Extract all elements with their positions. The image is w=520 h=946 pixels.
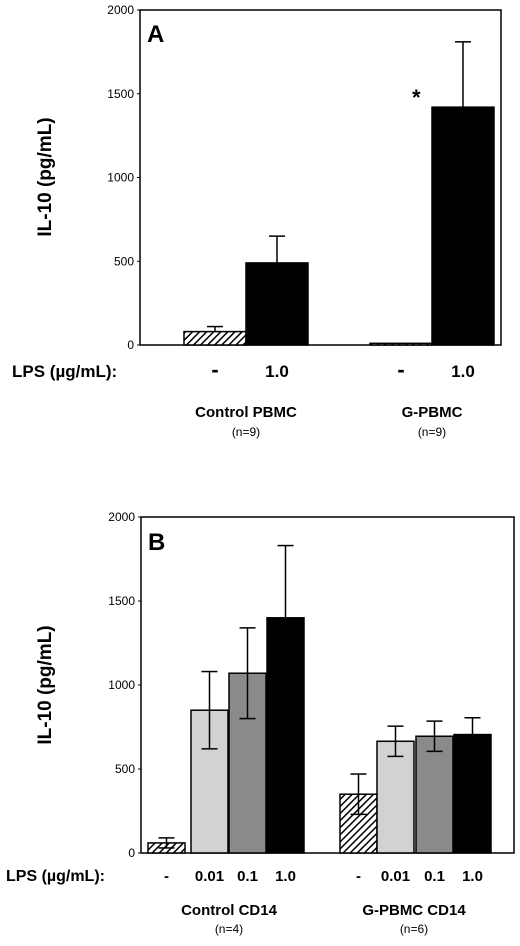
panel-b-y-tick-label: 1000 [108,678,135,692]
lps-condition-label: 0.1 [424,868,445,885]
group-label: Control CD14 [181,902,277,919]
lps-condition-label: 0.1 [237,868,258,885]
bar [453,733,492,854]
lps-condition-label: 0.01 [195,868,224,885]
lps-condition-label: 0.01 [381,868,410,885]
panel-b: B IL-10 (pg/mL) LPS (µg/mL): 0 500 1000 150… [6,510,515,936]
significance-marker: * [412,85,421,110]
panel-a-lps-label: LPS (µg/mL): [12,362,117,381]
panel-a-letter: A [147,21,164,48]
panel-a-y-axis-label: IL-10 (pg/mL) [35,117,56,236]
group-n-label: (n=4) [215,922,243,936]
panel-b-y-tick-label: 500 [115,762,135,776]
lps-condition-label: 1.0 [451,362,475,381]
lps-condition-label: - [164,868,169,885]
lps-condition-label: - [211,357,218,382]
group-label: Control PBMC [195,404,297,421]
group-n-label: (n=9) [232,425,260,439]
lps-condition-label: 1.0 [462,868,483,885]
bar [369,342,433,346]
bar [266,617,305,854]
bar [228,672,267,854]
lps-condition-label: - [356,868,361,885]
panel-a-y-tick-label: 1500 [107,87,134,101]
panel-a-y-tick-label: 500 [114,254,134,268]
group-n-label: (n=9) [418,425,446,439]
group-label: G-PBMC CD14 [362,902,466,919]
panel-a: A IL-10 (pg/mL) LPS (µg/mL): 0 500 1000 150… [12,3,502,439]
panel-a-y-tick-label: 1000 [107,171,134,185]
lps-condition-label: 1.0 [265,362,289,381]
lps-condition-label: - [397,357,404,382]
panel-a-y-tick-label: 2000 [107,3,134,17]
bar [415,735,454,854]
panel-a-y-tick-label: 0 [127,338,134,352]
bar [431,106,495,346]
panel-b-y-axis-label: IL-10 (pg/mL) [35,625,56,744]
panel-b-lps-label: LPS (µg/mL): [6,868,105,885]
bar [245,262,309,346]
bar [183,330,247,346]
panel-b-y-tick-label: 1500 [108,594,135,608]
panel-b-y-tick-label: 0 [128,846,135,860]
group-n-label: (n=6) [400,922,428,936]
group-label: G-PBMC [402,404,463,421]
bar [376,740,415,854]
panel-b-letter: B [148,529,165,556]
panel-b-y-tick-label: 2000 [108,510,135,524]
lps-condition-label: 1.0 [275,868,296,885]
